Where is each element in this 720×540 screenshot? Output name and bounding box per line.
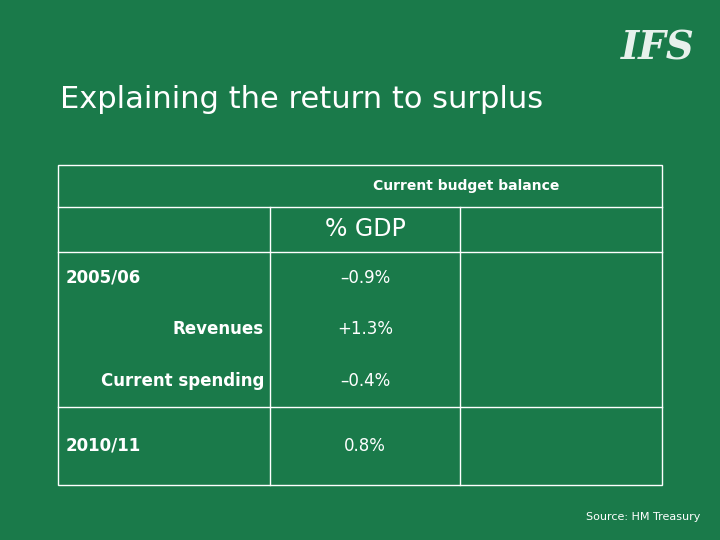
Text: 0.8%: 0.8% xyxy=(344,437,386,455)
Text: Current budget balance: Current budget balance xyxy=(373,179,559,193)
Text: 2010/11: 2010/11 xyxy=(66,437,141,455)
Text: Explaining the return to surplus: Explaining the return to surplus xyxy=(60,85,543,114)
Text: Source: HM Treasury: Source: HM Treasury xyxy=(585,512,700,522)
Text: 2005/06: 2005/06 xyxy=(66,269,141,287)
Text: Revenues: Revenues xyxy=(173,321,264,339)
Bar xyxy=(58,165,662,485)
Text: –0.9%: –0.9% xyxy=(340,269,390,287)
Text: +1.3%: +1.3% xyxy=(337,321,393,339)
Text: IFS: IFS xyxy=(621,30,695,68)
Text: –0.4%: –0.4% xyxy=(340,372,390,390)
Text: Current spending: Current spending xyxy=(101,372,264,390)
Text: % GDP: % GDP xyxy=(325,218,405,241)
